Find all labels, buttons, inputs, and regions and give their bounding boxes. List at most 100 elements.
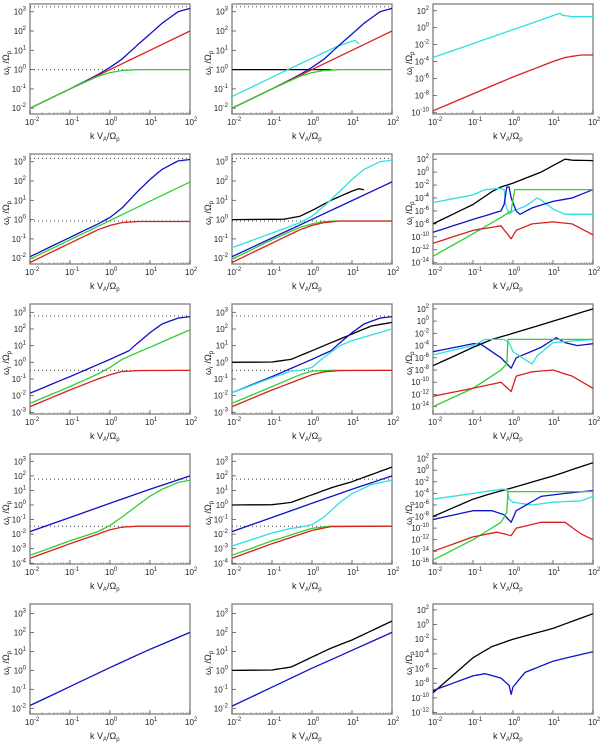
y-tick-label: 10-14	[411, 402, 429, 412]
x-tick-label: 10-2	[428, 567, 443, 577]
y-tick-label: 101	[216, 646, 229, 656]
x-tick-label: 102	[387, 417, 400, 427]
series-line-cyan	[232, 159, 392, 249]
y-tick-label: 101	[14, 195, 27, 205]
y-tick-label: 10-10	[411, 107, 429, 117]
panel-4-3: 10-2 10-1 100 101 10210-1610-1410-1210-1010-…	[404, 453, 600, 593]
series-line-green	[433, 188, 593, 257]
x-axis-label: k VA/Ωp	[90, 281, 120, 293]
plot-frame	[432, 153, 594, 265]
x-tick-label: 101	[347, 267, 360, 277]
series-line-black	[433, 613, 593, 694]
panel-4-2: 10-2 10-1 100 101 102 10-4 10-3 10-2 10-1 100 101 1…	[203, 453, 400, 593]
y-tick-label: 10-3	[214, 544, 229, 554]
x-axis-label: k VA/Ωp	[292, 431, 322, 443]
y-tick-label: 10-2	[12, 253, 27, 263]
x-tick-label: 10-2	[227, 267, 242, 277]
x-tick-label: 100	[105, 567, 118, 577]
y-tick-label: 10-10	[411, 693, 429, 703]
y-tick-label: 10-12	[411, 389, 429, 399]
series-line-cyan	[433, 187, 593, 215]
x-axis-label: k VA/Ωp	[493, 431, 523, 443]
x-tick-label: 102	[185, 417, 198, 427]
x-axis-label: k VA/Ωp	[90, 431, 120, 443]
series-line-blue	[232, 475, 392, 533]
y-tick-label: 102	[216, 471, 229, 481]
x-tick-label: 101	[145, 567, 158, 577]
x-tick-label: 10-1	[468, 417, 483, 427]
series-line-black	[232, 321, 392, 363]
series-line-green	[30, 181, 190, 260]
y-tick-label: 10-4	[415, 193, 430, 203]
y-tick-label: 10-2	[415, 180, 430, 190]
x-axis-label: k VA/Ωp	[493, 581, 523, 593]
y-tick-label: 100	[216, 665, 229, 675]
y-tick-label: 103	[216, 157, 229, 167]
series-line-cyan	[433, 488, 593, 506]
y-tick-label: 10-8	[415, 90, 430, 100]
series-line-red	[433, 54, 593, 112]
y-tick-label: 100	[417, 316, 430, 326]
x-tick-label: 10-2	[428, 717, 443, 727]
y-axis-label: ωi /Ωp	[404, 201, 416, 225]
x-tick-label: 100	[105, 117, 118, 127]
y-tick-label: 102	[14, 176, 27, 186]
y-tick-label: 103	[14, 456, 27, 466]
y-tick-label: 100	[14, 500, 27, 510]
x-tick-label: 10-1	[468, 267, 483, 277]
y-tick-label: 10-2	[12, 703, 27, 713]
y-tick-label: 10-6	[415, 500, 430, 510]
x-tick-label: 100	[105, 267, 118, 277]
x-axis-label: k VA/Ωp	[90, 731, 120, 743]
y-tick-label: 103	[216, 608, 229, 618]
x-tick-label: 100	[307, 117, 320, 127]
y-tick-label: 100	[14, 357, 27, 367]
panel-3-3: 10-2 10-1 100 101 102 10-14 10-12 10-10 10-8 10-6…	[404, 303, 600, 443]
panel-5-3: 10-2 10-1 100 101 102 10-12 10-10 10-8 10-6 10-4 1…	[404, 603, 600, 743]
y-tick-label: 10-4	[214, 558, 229, 568]
y-tick-label: 10-6	[415, 73, 430, 83]
panel-3-2: 10-2 10-1 100 101 10210-310-210-110010110210…	[203, 303, 400, 443]
y-tick-label: 10-4	[415, 488, 430, 498]
x-tick-label: 100	[508, 717, 521, 727]
series-line-green	[30, 479, 190, 556]
y-tick-label: 10-2	[214, 703, 229, 713]
series-line-cyan	[433, 12, 593, 59]
series-line-red	[433, 369, 593, 397]
y-tick-label: 103	[216, 7, 229, 17]
series-line-blue	[232, 316, 392, 394]
x-tick-label: 101	[145, 117, 158, 127]
x-tick-label: 10-1	[468, 117, 483, 127]
y-tick-label: 100	[417, 465, 430, 475]
plot-frame	[231, 453, 393, 565]
series-line-red	[30, 525, 190, 559]
plot-frame	[231, 603, 393, 715]
x-tick-label: 102	[588, 567, 600, 577]
y-tick-label: 101	[14, 485, 27, 495]
series-line-blue	[30, 475, 190, 533]
y-tick-label: 10-1	[12, 84, 27, 94]
y-axis-label: ωr /Ωp	[1, 50, 13, 75]
x-tick-label: 101	[145, 417, 158, 427]
y-tick-label: 10-12	[411, 708, 429, 718]
x-tick-label: 10-2	[428, 267, 443, 277]
y-tick-label: 103	[216, 456, 229, 466]
series-line-blue	[232, 181, 392, 258]
y-tick-label: 100	[417, 620, 430, 630]
series-line-red	[30, 369, 190, 408]
series-line-blue	[232, 631, 392, 707]
y-tick-label: 10-2	[214, 529, 229, 539]
series-line-blue	[30, 158, 190, 258]
panel-2-1: 10-2 10-1 100 101 102 10-2 10-1 100 101 102 103 k V…	[1, 153, 198, 293]
y-tick-label: 10-4	[415, 57, 430, 67]
y-tick-label: 10-16	[411, 558, 429, 568]
plot-frame	[432, 453, 594, 565]
plot-frame	[29, 453, 191, 565]
y-tick-label: 102	[417, 154, 430, 164]
y-tick-label: 103	[216, 307, 229, 317]
y-tick-label: 10-14	[411, 546, 429, 556]
x-tick-label: 102	[387, 717, 400, 727]
y-tick-label: 102	[417, 605, 430, 615]
y-axis-label: ωr /Ωp	[1, 350, 13, 375]
x-axis-label: k VA/Ωp	[90, 131, 120, 143]
